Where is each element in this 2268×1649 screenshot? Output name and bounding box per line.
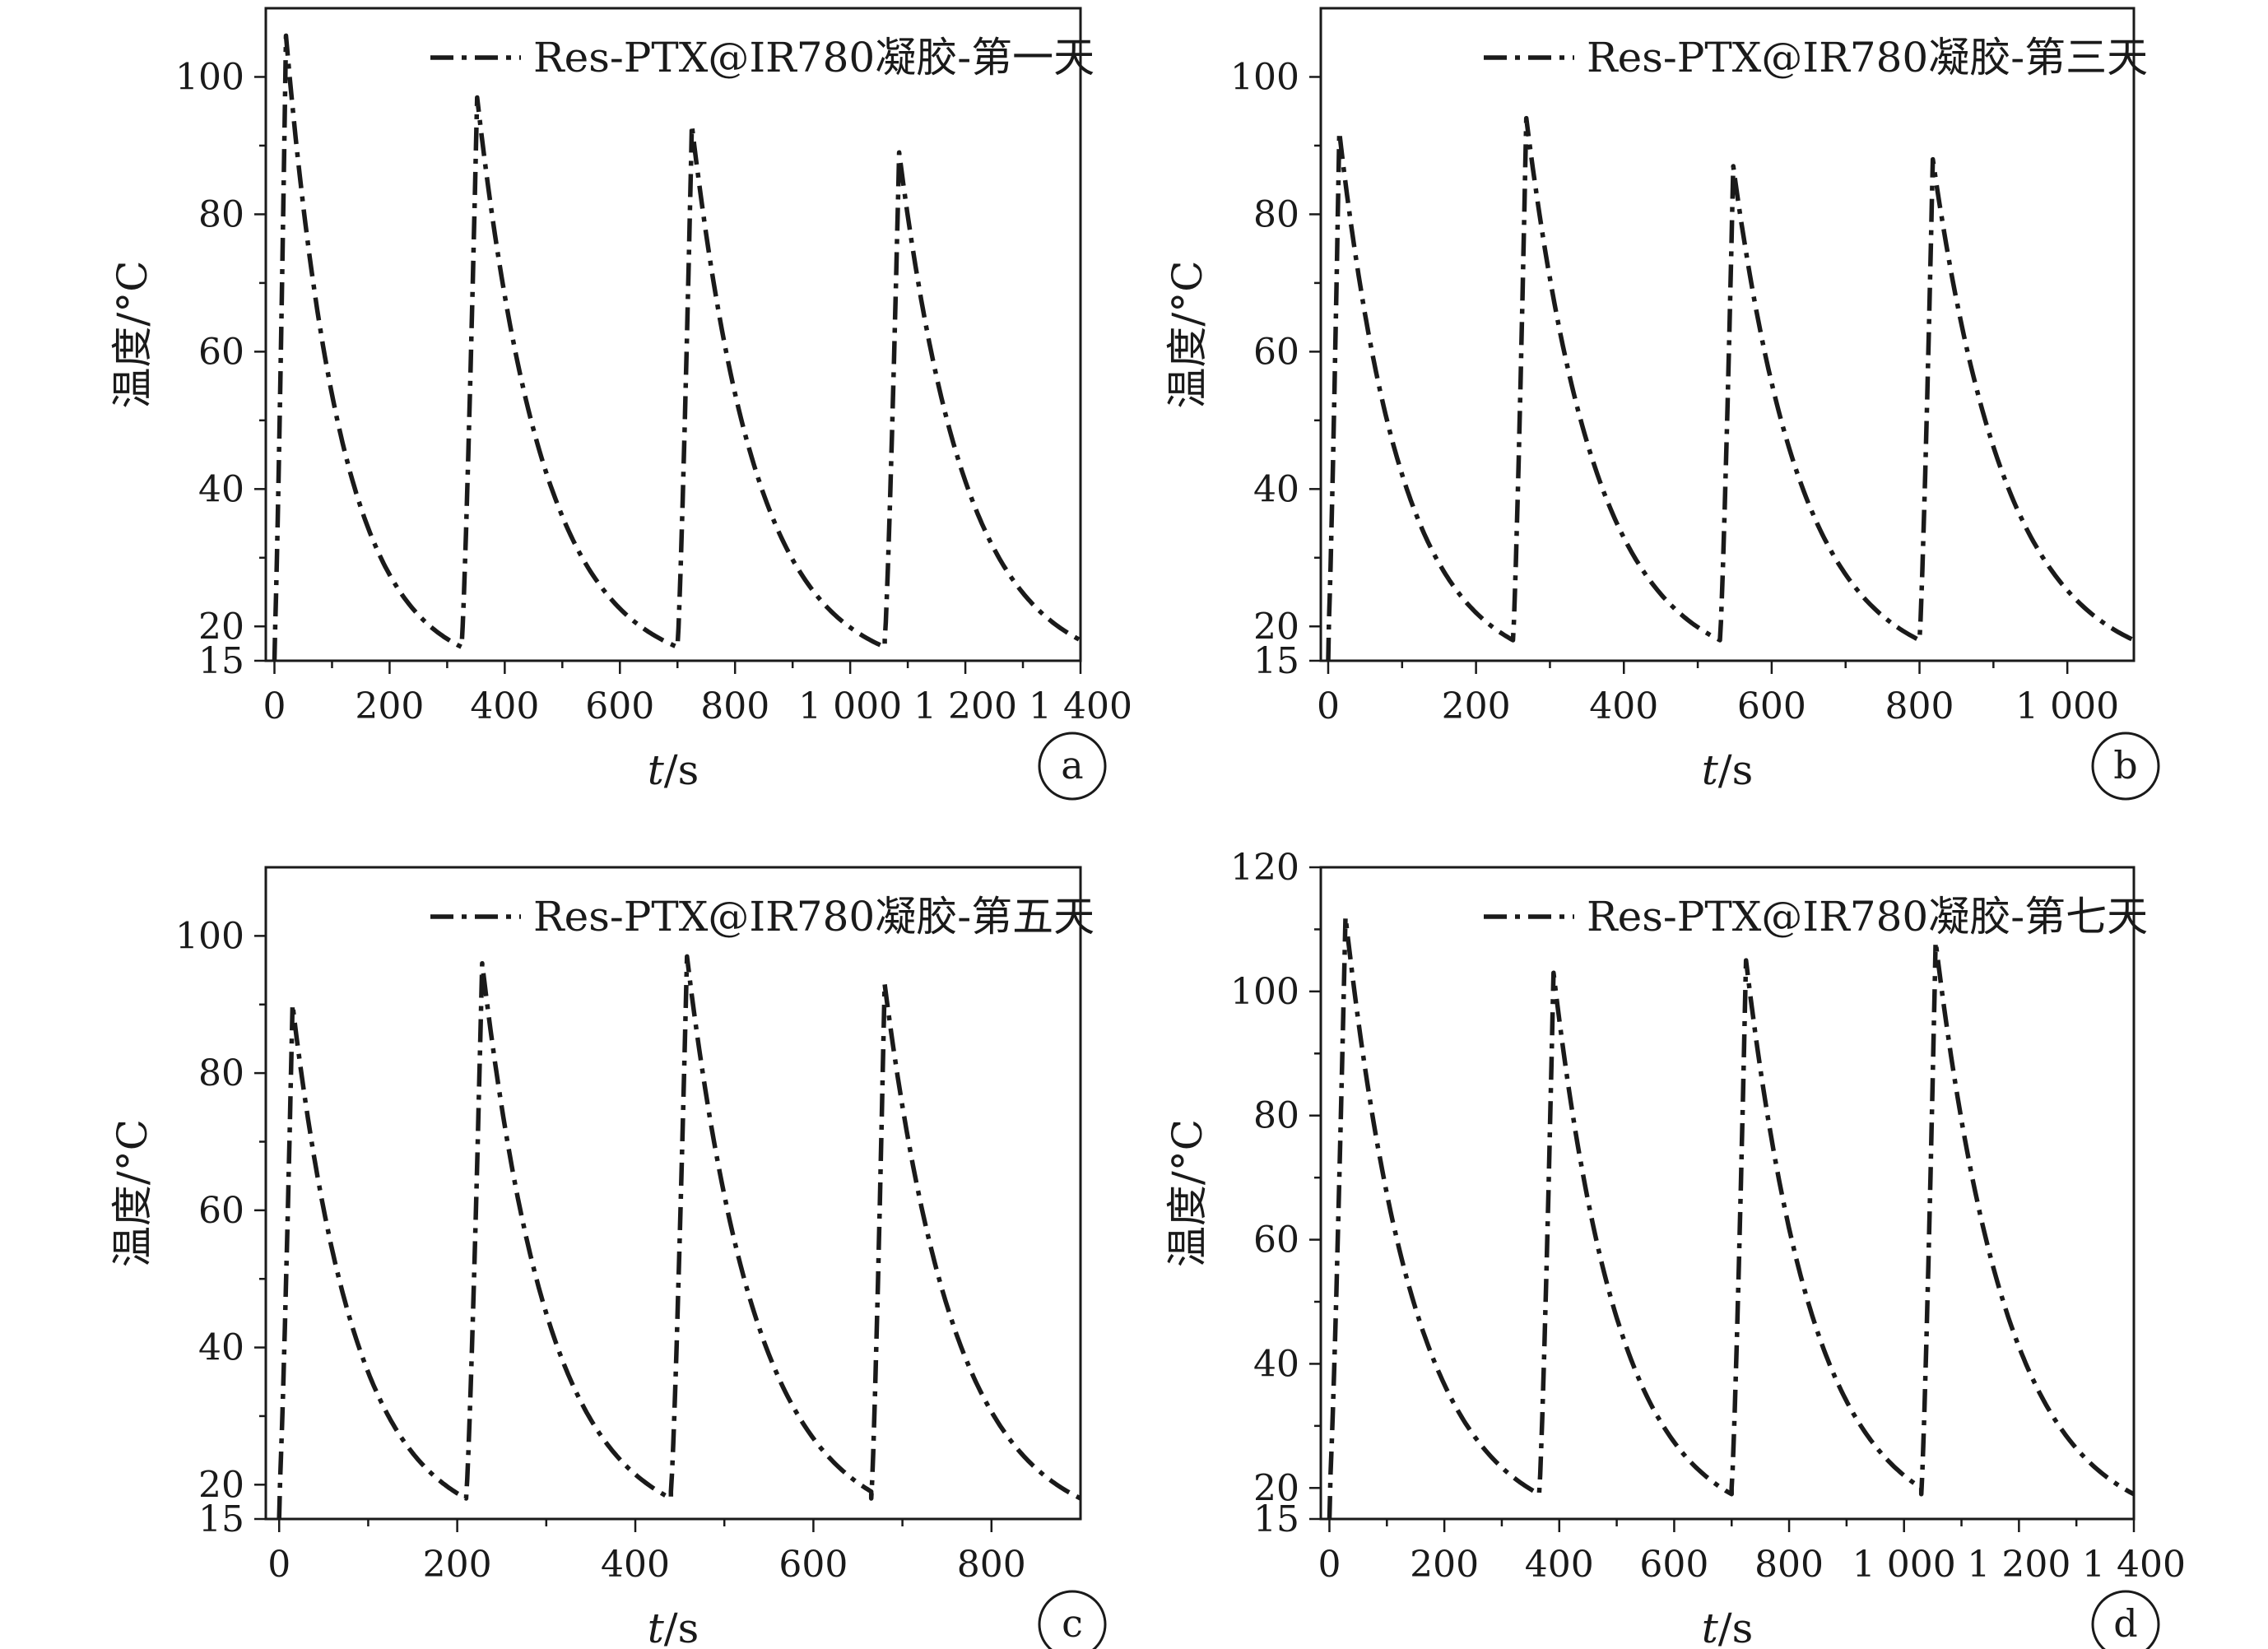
y-tick-label: 60 bbox=[1253, 331, 1299, 373]
y-axis-label: 温度/°C bbox=[1164, 260, 1211, 408]
x-tick-label: 1 000 bbox=[1852, 1544, 1956, 1586]
y-tick-label: 100 bbox=[1230, 56, 1299, 98]
x-axis-label: t/s bbox=[648, 746, 699, 794]
x-tick-label: 1 400 bbox=[2082, 1544, 2186, 1586]
y-tick-label: 100 bbox=[1230, 971, 1299, 1013]
y-tick-label: 100 bbox=[175, 56, 244, 98]
y-tick-label: 15 bbox=[198, 640, 244, 682]
y-tick-label: 80 bbox=[198, 1052, 244, 1094]
x-tick-label: 600 bbox=[585, 685, 654, 727]
y-tick-label: 120 bbox=[1230, 847, 1299, 889]
x-tick-label: 800 bbox=[1885, 685, 1954, 727]
panel-letter-circle bbox=[2091, 1590, 2160, 1649]
y-tick-label: 20 bbox=[198, 1464, 244, 1506]
y-tick-label: 40 bbox=[198, 468, 244, 510]
y-tick-label: 60 bbox=[1253, 1219, 1299, 1261]
x-tick-label: 600 bbox=[1737, 685, 1806, 727]
panel-letter: d bbox=[2113, 1601, 2137, 1646]
y-tick-label: 80 bbox=[1253, 193, 1299, 235]
x-tick-label: 400 bbox=[1525, 1544, 1594, 1586]
x-tick-label: 400 bbox=[1589, 685, 1658, 727]
y-tick-label: 20 bbox=[1253, 1467, 1299, 1509]
panel-letter: c bbox=[1062, 1601, 1083, 1646]
panel-letter-circle bbox=[1038, 1590, 1107, 1649]
y-tick-label: 100 bbox=[175, 915, 244, 957]
legend-label: Res-PTX@IR780凝胶-第七天 bbox=[1587, 893, 2148, 941]
series-line bbox=[1326, 115, 2136, 662]
y-tick-label: 60 bbox=[198, 331, 244, 373]
x-tick-label: 800 bbox=[957, 1544, 1026, 1586]
x-tick-label: 200 bbox=[1410, 1544, 1479, 1586]
x-tick-label: 1 000 bbox=[2015, 685, 2119, 727]
x-tick-label: 1 200 bbox=[913, 685, 1017, 727]
y-tick-label: 20 bbox=[198, 606, 244, 648]
x-axis-label: t/s bbox=[1702, 746, 1754, 794]
legend-label: Res-PTX@IR780凝胶-第三天 bbox=[1587, 34, 2148, 81]
series-line bbox=[272, 33, 1082, 662]
x-tick-label: 1 200 bbox=[1967, 1544, 2070, 1586]
plot-frame bbox=[1319, 866, 2136, 1521]
y-tick-label: 60 bbox=[198, 1190, 244, 1232]
y-tick-label: 40 bbox=[1253, 468, 1299, 510]
x-tick-label: 600 bbox=[1639, 1544, 1708, 1586]
y-tick-label: 20 bbox=[1253, 606, 1299, 648]
x-tick-label: 600 bbox=[778, 1544, 848, 1586]
x-tick-label: 200 bbox=[1442, 685, 1511, 727]
y-tick-label: 40 bbox=[198, 1327, 244, 1369]
y-tick-label: 15 bbox=[1253, 640, 1299, 682]
y-tick-label: 80 bbox=[198, 193, 244, 235]
x-tick-label: 200 bbox=[423, 1544, 492, 1586]
x-tick-label: 0 bbox=[1318, 1544, 1341, 1586]
panel-letter-circle bbox=[1038, 732, 1107, 801]
y-tick-label: 15 bbox=[198, 1498, 244, 1540]
plot-frame bbox=[264, 866, 1082, 1521]
panel-letter: b bbox=[2113, 743, 2137, 787]
y-tick-label: 15 bbox=[1253, 1498, 1299, 1540]
legend-label: Res-PTX@IR780凝胶-第一天 bbox=[533, 34, 1094, 81]
x-axis-label: t/s bbox=[648, 1605, 699, 1649]
x-tick-label: 400 bbox=[601, 1544, 670, 1586]
series-line bbox=[1327, 914, 2136, 1520]
x-tick-label: 800 bbox=[1754, 1544, 1824, 1586]
x-tick-label: 200 bbox=[355, 685, 424, 727]
legend-label: Res-PTX@IR780凝胶-第五天 bbox=[533, 893, 1094, 941]
panel-letter-circle bbox=[2091, 732, 2160, 801]
plot-frame bbox=[1319, 7, 2136, 662]
y-axis-label: 温度/°C bbox=[109, 1119, 156, 1267]
panel-letter: a bbox=[1061, 743, 1083, 787]
x-tick-label: 1 400 bbox=[1029, 685, 1132, 727]
series-line bbox=[277, 954, 1082, 1520]
y-tick-label: 80 bbox=[1253, 1095, 1299, 1137]
x-tick-label: 400 bbox=[470, 685, 539, 727]
x-tick-label: 800 bbox=[700, 685, 769, 727]
x-tick-label: 0 bbox=[267, 1544, 290, 1586]
y-tick-label: 40 bbox=[1253, 1343, 1299, 1385]
x-tick-label: 0 bbox=[263, 685, 286, 727]
y-axis-label: 温度/°C bbox=[109, 260, 156, 408]
y-axis-label: 温度/°C bbox=[1164, 1119, 1211, 1267]
x-tick-label: 1 000 bbox=[798, 685, 902, 727]
plot-frame bbox=[264, 7, 1082, 662]
x-axis-label: t/s bbox=[1702, 1605, 1754, 1649]
x-tick-label: 0 bbox=[1317, 685, 1340, 727]
